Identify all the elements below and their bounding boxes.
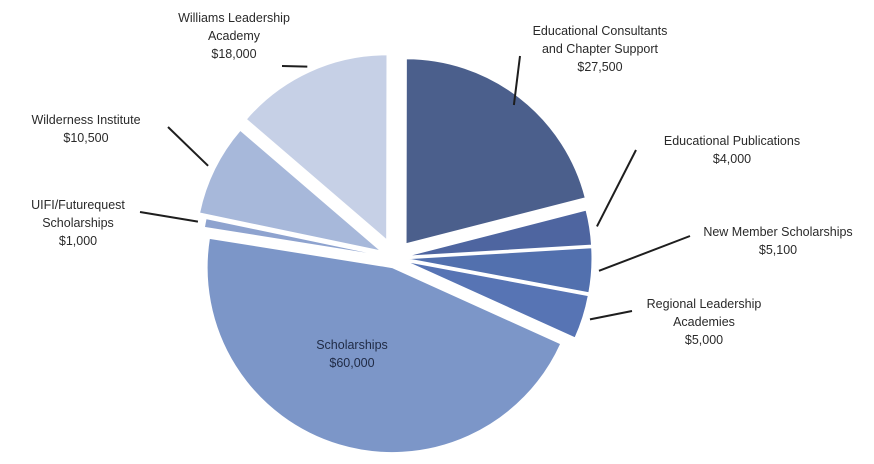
slice-label-educational-publications: Educational Publications $4,000	[664, 134, 800, 166]
leader-line-wilderness-institute	[167, 126, 209, 167]
leader-line-uifi-futurequest-scholarships	[139, 211, 199, 223]
pie-slice-regional-leadership-academies	[406, 261, 589, 339]
slice-label-new-member-scholarships: New Member Scholarships $5,100	[703, 225, 852, 257]
slice-label-regional-leadership-academies: Regional Leadership Academies $5,000	[647, 297, 762, 347]
leader-line-educational-publications	[596, 149, 637, 227]
leader-line-educational-consultants-and-chapter-support	[512, 55, 521, 106]
slice-label-wilderness-institute: Wilderness Institute $10,500	[31, 113, 140, 145]
slice-label-scholarships: Scholarships $60,000	[316, 338, 388, 370]
pie-slice-williams-leadership-academy	[245, 54, 388, 241]
pie-slice-uifi-futurequest-scholarships	[203, 217, 388, 258]
leader-line-new-member-scholarships	[598, 235, 691, 272]
slice-label-uifi-futurequest-scholarships: UIFI/Futurequest Scholarships $1,000	[31, 198, 125, 248]
slice-label-educational-consultants-and-chapter-support: Educational Consultants and Chapter Suppo…	[533, 24, 668, 74]
pie-slice-educational-publications	[406, 209, 593, 257]
pie-slice-scholarships	[206, 237, 562, 454]
slice-label-williams-leadership-academy: Williams Leadership Academy $18,000	[178, 11, 290, 61]
leader-line-williams-leadership-academy	[281, 65, 308, 68]
pie-slice-new-member-scholarships	[406, 247, 593, 294]
leader-line-regional-leadership-academies	[589, 310, 633, 321]
pie-slice-wilderness-institute	[198, 129, 381, 252]
pie-slice-educational-consultants-and-chapter-support	[405, 58, 586, 245]
